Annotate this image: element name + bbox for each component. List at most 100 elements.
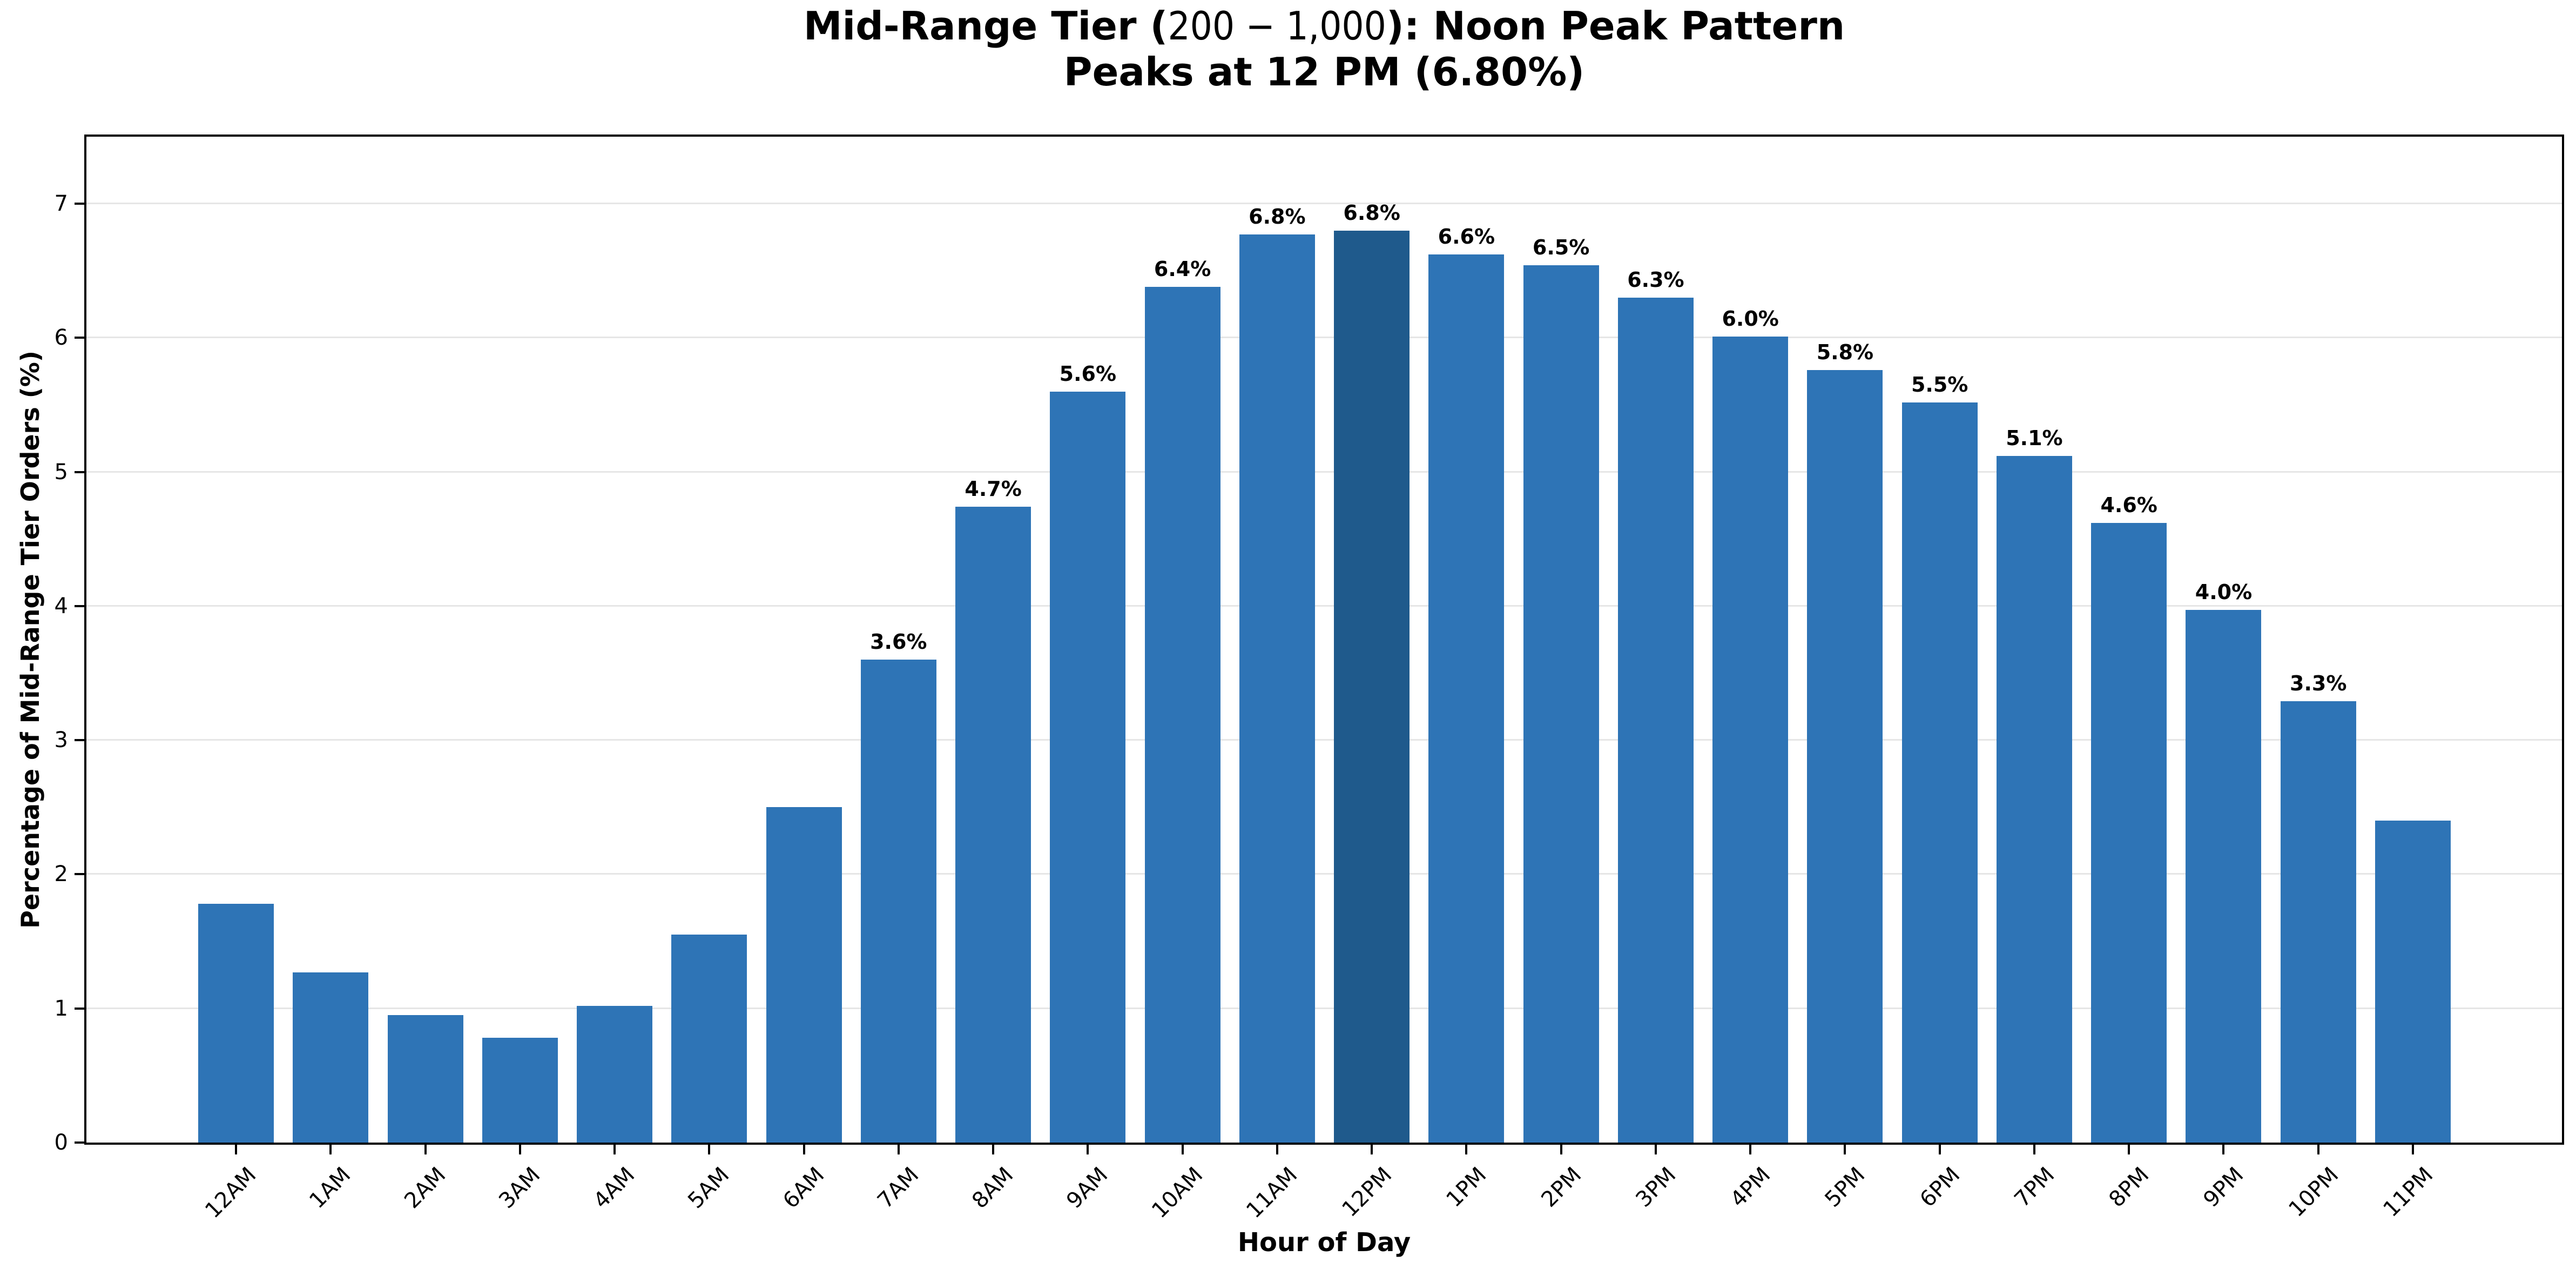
x-tick-label-4AM: 4AM [589, 1162, 640, 1214]
y-tick-mark [75, 1007, 84, 1010]
x-tick-label-8AM: 8AM [967, 1162, 1019, 1214]
bar-7AM [860, 660, 936, 1143]
x-tick-mark [1371, 1145, 1373, 1154]
x-tick-mark [708, 1145, 711, 1154]
bar-value-label-8AM: 4.7% [965, 477, 1022, 501]
x-tick-mark [2128, 1145, 2130, 1154]
bar-3PM [1617, 297, 1694, 1143]
x-tick-mark [1465, 1145, 1468, 1154]
x-tick-mark [2033, 1145, 2035, 1154]
x-tick-mark [2222, 1145, 2225, 1154]
x-tick-label-12PM: 12PM [1337, 1162, 1397, 1222]
x-tick-mark [235, 1145, 237, 1154]
plot-area: 3.6% 4.7% 5.6% 6.4% 6.8% 6.8% 6.6% 6.5% 6.3% 6.0%… [84, 135, 2564, 1145]
x-tick-mark [329, 1145, 332, 1154]
x-tick-label-1PM: 1PM [1441, 1162, 1492, 1212]
x-tick-label-6PM: 6PM [1915, 1162, 1965, 1212]
bar-value-label-7PM: 5.1% [2006, 426, 2063, 450]
x-tick-label-12AM: 12AM [200, 1162, 261, 1224]
bar-value-label-8PM: 4.6% [2100, 493, 2157, 518]
bar-highlighted-12PM [1334, 230, 1410, 1143]
x-tick-label-8PM: 8PM [2104, 1162, 2154, 1212]
gridline [86, 873, 2562, 875]
bar-10AM [1144, 287, 1220, 1143]
bar-2PM [1523, 265, 1599, 1143]
x-tick-label-4PM: 4PM [1725, 1162, 1776, 1212]
x-tick-mark [1181, 1145, 1184, 1154]
x-tick-mark [1276, 1145, 1278, 1154]
bar-value-label-2PM: 6.5% [1532, 236, 1590, 260]
x-tick-mark [1938, 1145, 1941, 1154]
x-tick-label-7AM: 7AM [872, 1162, 924, 1214]
bar-value-label-9PM: 4.0% [2195, 580, 2253, 605]
chart-title-line1-suffix: ): Noon Peak Pattern [1386, 3, 1845, 49]
y-tick-mark [75, 605, 84, 607]
bar-7PM [1996, 455, 2072, 1143]
chart-title-line1: Mid-Range Tier (200 − 1,000): Noon Peak … [86, 3, 2562, 49]
x-tick-mark [613, 1145, 616, 1154]
x-tick-label-3AM: 3AM [494, 1162, 545, 1214]
x-tick-mark [803, 1145, 805, 1154]
bar-9PM [2186, 610, 2262, 1143]
y-tick-label-0: 0 [54, 1130, 68, 1155]
x-tick-mark [424, 1145, 427, 1154]
y-tick-label-6: 6 [54, 325, 68, 351]
y-tick-mark [75, 739, 84, 742]
x-tick-mark [1560, 1145, 1562, 1154]
y-tick-label-3: 3 [54, 728, 68, 753]
x-tick-label-1AM: 1AM [305, 1162, 356, 1214]
y-tick-mark [75, 873, 84, 876]
gridline [86, 1007, 2562, 1009]
x-tick-label-2AM: 2AM [399, 1162, 450, 1214]
x-tick-label-10PM: 10PM [2284, 1162, 2344, 1222]
x-tick-mark [1087, 1145, 1089, 1154]
chart-title: Mid-Range Tier (200 − 1,000): Noon Peak … [86, 3, 2562, 95]
y-tick-mark [75, 203, 84, 205]
x-tick-label-5PM: 5PM [1820, 1162, 1870, 1212]
x-tick-label-7PM: 7PM [2009, 1162, 2060, 1212]
bar-10PM [2280, 701, 2356, 1143]
x-tick-label-11PM: 11PM [2378, 1162, 2438, 1222]
x-tick-label-3PM: 3PM [1631, 1162, 1681, 1212]
bar-8AM [955, 507, 1031, 1143]
bar-12AM [198, 904, 274, 1143]
gridline [86, 739, 2562, 741]
bar-11PM [2375, 821, 2451, 1143]
bar-value-label-4PM: 6.0% [1722, 306, 1779, 331]
bar-value-label-9AM: 5.6% [1059, 361, 1117, 386]
bar-11AM [1239, 234, 1315, 1143]
bar-8PM [2091, 523, 2167, 1143]
y-tick-label-7: 7 [54, 191, 68, 217]
x-tick-label-9AM: 9AM [1062, 1162, 1113, 1214]
gridline [86, 203, 2562, 205]
y-axis-title: Percentage of Mid-Range Tier Orders (%) [16, 351, 45, 929]
x-tick-label-5AM: 5AM [683, 1162, 734, 1214]
bar-value-label-11AM: 6.8% [1249, 205, 1306, 229]
y-tick-mark [75, 337, 84, 339]
gridline [86, 605, 2562, 607]
y-tick-mark [75, 1141, 84, 1144]
bar-value-label-5PM: 5.8% [1816, 340, 1874, 364]
chart-title-line2: Peaks at 12 PM (6.80%) [1063, 49, 1585, 95]
x-tick-mark [897, 1145, 900, 1154]
chart-title-line1-prefix: Mid-Range Tier ( [803, 3, 1168, 49]
x-axis-title: Hour of Day [1237, 1227, 1411, 1258]
y-tick-mark [75, 471, 84, 473]
x-tick-label-6AM: 6AM [778, 1162, 829, 1214]
bar-value-label-3PM: 6.3% [1627, 267, 1684, 292]
x-tick-label-2PM: 2PM [1536, 1162, 1587, 1212]
x-tick-label-9PM: 9PM [2199, 1162, 2249, 1212]
y-tick-label-2: 2 [54, 862, 68, 887]
gridline [86, 337, 2562, 339]
x-tick-mark [2411, 1145, 2414, 1154]
chart-title-price-range: 200 − 1,000 [1168, 3, 1386, 49]
bar-value-label-12PM: 6.8% [1343, 200, 1400, 225]
bar-9AM [1050, 391, 1126, 1143]
x-tick-mark [1654, 1145, 1657, 1154]
x-tick-mark [518, 1145, 521, 1154]
x-tick-label-11AM: 11AM [1241, 1162, 1303, 1224]
bar-value-label-7AM: 3.6% [870, 630, 927, 654]
bar-4AM [577, 1005, 653, 1143]
bar-5PM [1807, 370, 1883, 1143]
